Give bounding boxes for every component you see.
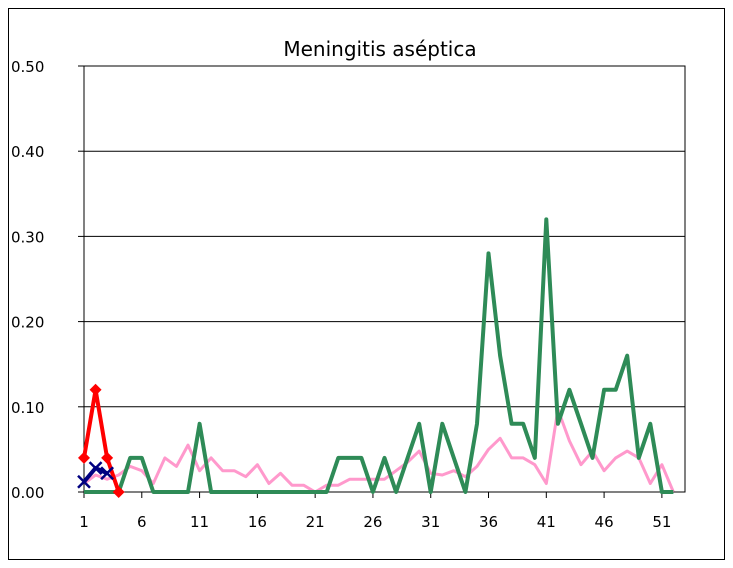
x-tick-label: 31	[421, 513, 440, 531]
series-group	[77, 217, 675, 498]
series-line-2	[84, 217, 674, 494]
x-tick-label: 1	[79, 513, 89, 531]
series-3-point	[89, 383, 102, 396]
x-tick-label: 46	[595, 513, 614, 531]
y-tick-label: 0.00	[11, 484, 44, 502]
x-tick-label: 41	[537, 513, 556, 531]
y-tick-label: 0.10	[11, 399, 44, 417]
series-3-point	[112, 486, 125, 498]
x-tick-label: 26	[363, 513, 382, 531]
y-tick-label: 0.30	[11, 228, 44, 246]
series-4-point	[77, 474, 91, 489]
series-3-point	[78, 451, 90, 464]
y-tick-label: 0.20	[11, 314, 44, 332]
x-axis-ticks: 1 6 11 16 21 26 31 36 41 46 51	[79, 492, 671, 531]
series-4-point	[100, 466, 114, 481]
y-axis-ticks: 0.00 0.10 0.20 0.30 0.40 0.50	[11, 58, 84, 502]
x-tick-label: 16	[248, 513, 267, 531]
series-3-point	[101, 451, 114, 464]
y-tick-label: 0.50	[11, 58, 44, 76]
series-4-point	[88, 461, 103, 476]
x-tick-label: 36	[479, 513, 498, 531]
chart-title: Meningitis aséptica	[283, 37, 476, 61]
x-tick-label: 21	[306, 513, 325, 531]
plot-area	[83, 65, 686, 493]
x-tick-label: 51	[652, 513, 671, 531]
series-line-3	[82, 387, 121, 493]
x-tick-label: 6	[137, 513, 147, 531]
x-tick-label: 11	[190, 513, 209, 531]
y-tick-label: 0.40	[11, 143, 44, 161]
